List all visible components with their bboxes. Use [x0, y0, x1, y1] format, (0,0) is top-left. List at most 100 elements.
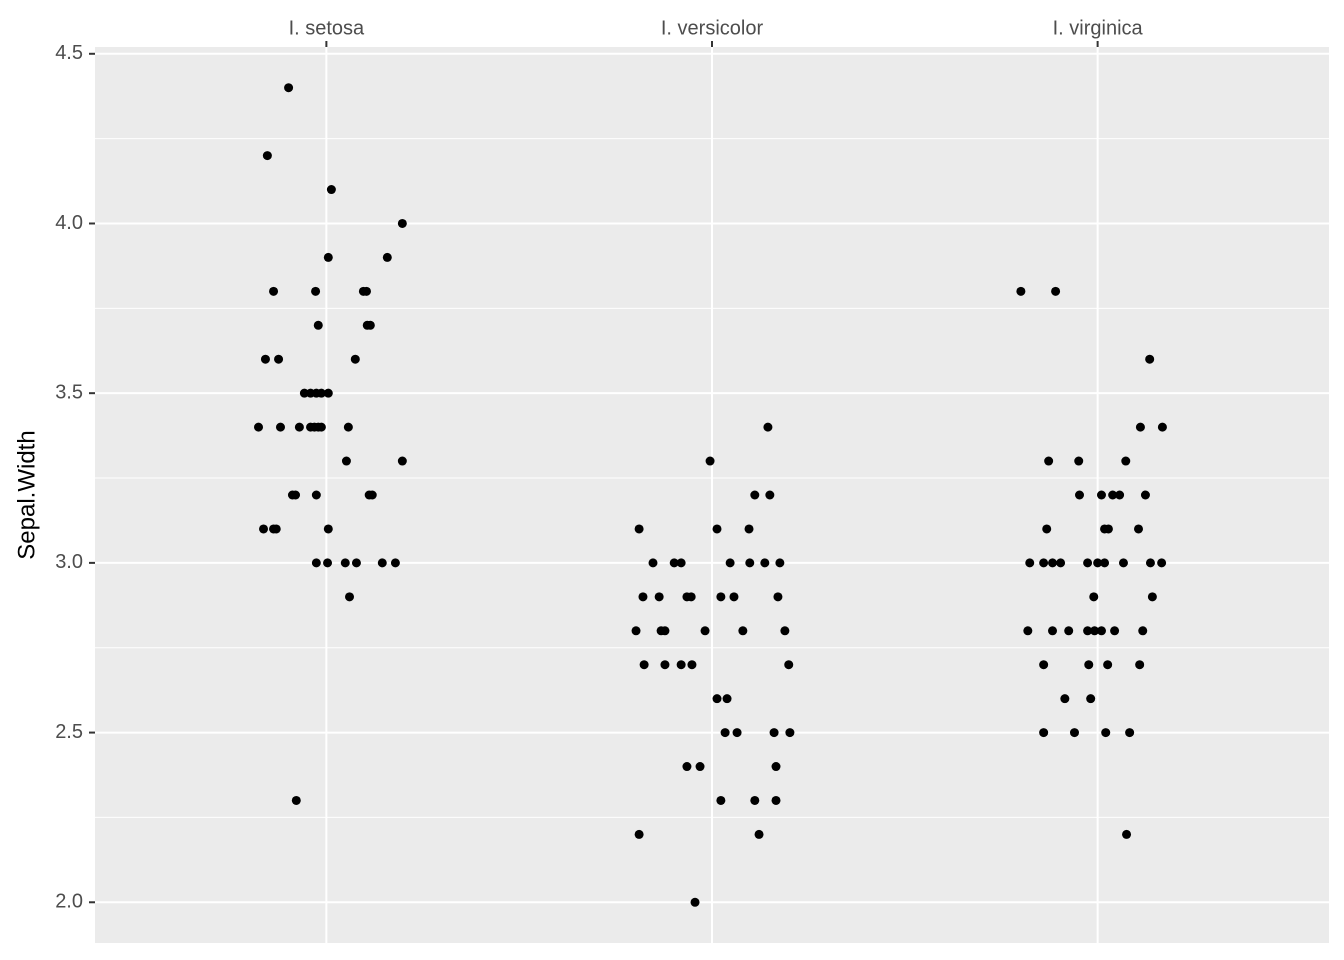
point [382, 252, 392, 262]
point [1108, 490, 1118, 500]
point [1086, 694, 1096, 704]
point [686, 592, 696, 602]
point [1118, 558, 1128, 568]
point [660, 626, 670, 636]
point [769, 728, 779, 738]
y-tick-label: 3.0 [55, 551, 83, 573]
point [669, 558, 679, 568]
point [1138, 626, 1148, 636]
point [294, 422, 304, 432]
point [695, 762, 705, 772]
point [654, 592, 664, 602]
point [1157, 558, 1167, 568]
point [1103, 660, 1113, 670]
point [269, 286, 279, 296]
point [1093, 558, 1103, 568]
point [1145, 558, 1155, 568]
point [1110, 626, 1120, 636]
point [1103, 524, 1113, 534]
point [291, 795, 301, 805]
point [343, 422, 353, 432]
point [1060, 694, 1070, 704]
point [311, 286, 321, 296]
point [323, 252, 333, 262]
point [712, 524, 722, 534]
point [361, 286, 371, 296]
point [1135, 660, 1145, 670]
point [660, 660, 670, 670]
point [1042, 524, 1052, 534]
point [311, 490, 321, 500]
point [775, 558, 785, 568]
point [765, 490, 775, 500]
point [1125, 728, 1135, 738]
y-tick-label: 2.5 [55, 721, 83, 743]
point [771, 795, 781, 805]
point [725, 558, 735, 568]
point [326, 185, 336, 195]
point [341, 456, 351, 466]
point [1145, 354, 1155, 364]
y-tick-label: 3.5 [55, 381, 83, 403]
point [1039, 558, 1049, 568]
point [1140, 490, 1150, 500]
y-tick-label: 4.5 [55, 42, 83, 64]
point [274, 354, 284, 364]
point [254, 422, 264, 432]
point [784, 660, 794, 670]
point [367, 490, 377, 500]
point [634, 829, 644, 839]
point [648, 558, 658, 568]
point [1134, 524, 1144, 534]
point [323, 388, 333, 398]
point [1147, 592, 1157, 602]
point [299, 388, 309, 398]
point [1101, 728, 1111, 738]
point [750, 795, 760, 805]
point [773, 592, 783, 602]
point [750, 490, 760, 500]
point [705, 456, 715, 466]
point [351, 558, 361, 568]
point [738, 626, 748, 636]
point [1121, 456, 1131, 466]
x-tick-label: I. setosa [289, 17, 365, 39]
point [771, 762, 781, 772]
point [365, 320, 375, 330]
point [275, 422, 285, 432]
x-tick-label: I. virginica [1053, 17, 1144, 39]
point [780, 626, 790, 636]
point [1023, 626, 1033, 636]
point [313, 320, 323, 330]
point [284, 83, 294, 93]
point [323, 558, 333, 568]
point [1083, 558, 1093, 568]
y-axis-label: Sepal.Width [13, 430, 40, 559]
point [377, 558, 387, 568]
point [1084, 660, 1094, 670]
point [682, 762, 692, 772]
point [1096, 490, 1106, 500]
point [1048, 626, 1058, 636]
point [1069, 728, 1079, 738]
point [720, 728, 730, 738]
point [1039, 728, 1049, 738]
point [350, 354, 360, 364]
point [1157, 422, 1167, 432]
point [1135, 422, 1145, 432]
point [1064, 626, 1074, 636]
point [687, 660, 697, 670]
point [676, 660, 686, 670]
point [785, 728, 795, 738]
point [311, 558, 321, 568]
point [262, 151, 272, 161]
point [291, 490, 301, 500]
x-tick-label: I. versicolor [661, 17, 764, 39]
point [744, 524, 754, 534]
point [1122, 829, 1132, 839]
point [754, 829, 764, 839]
point [722, 694, 732, 704]
point [1083, 626, 1093, 636]
point [259, 524, 269, 534]
